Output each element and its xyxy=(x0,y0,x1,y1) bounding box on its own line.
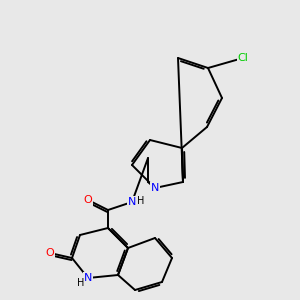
Text: H: H xyxy=(137,196,144,206)
Text: O: O xyxy=(84,195,92,205)
Text: N: N xyxy=(151,183,159,193)
Text: O: O xyxy=(46,248,54,258)
Text: Cl: Cl xyxy=(238,53,248,63)
Text: N: N xyxy=(128,197,136,207)
Text: N: N xyxy=(84,273,92,283)
Text: H: H xyxy=(77,278,84,287)
